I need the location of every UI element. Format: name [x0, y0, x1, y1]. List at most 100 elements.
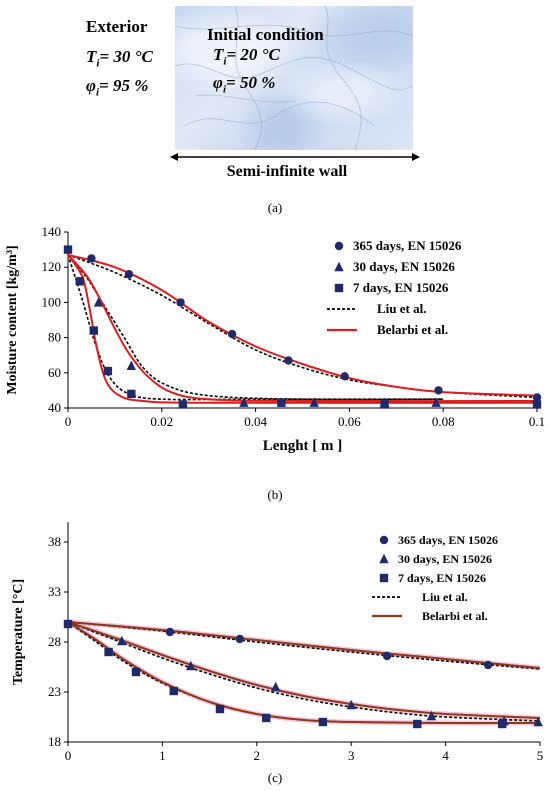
- cb-square-marker: [89, 326, 98, 335]
- cb-y-tick-label: 120: [42, 259, 62, 274]
- exterior-temp-subscript: i: [96, 57, 100, 70]
- initial-humidity: φi= 50 %: [213, 73, 275, 95]
- semi-infinite-wall-texture: [174, 5, 414, 151]
- cb-circle-marker: [87, 254, 96, 263]
- cb-circle-marker: [340, 372, 349, 381]
- cc-x-tick-label: 4: [442, 748, 449, 760]
- cb-circle-marker: [124, 270, 134, 279]
- cb-liu-curve-2: [67, 254, 444, 401]
- cc-x-tick-label: 3: [348, 748, 355, 760]
- cc-legend-square-swatch: [379, 573, 389, 583]
- temperature-chart: 1823283338012345Lenght [ m ]Temperature …: [11, 522, 544, 760]
- cc-y-tick-label: 18: [48, 734, 61, 749]
- exterior-title: Exterior: [86, 17, 148, 36]
- cc-square-marker: [262, 713, 271, 723]
- cb-circle-marker: [532, 393, 542, 402]
- cc-legend-label: 30 days, EN 15026: [398, 552, 492, 566]
- cc-triangle-marker: [426, 710, 437, 721]
- cc-legend-label: 365 days, EN 15026: [398, 533, 498, 547]
- cc-square-marker: [104, 647, 113, 657]
- cb-x-tick-label: 0.06: [338, 414, 361, 429]
- initial-hum-subscript: i: [222, 83, 227, 96]
- caption-c: (c): [267, 770, 283, 785]
- cb-legend-circle-swatch: [334, 241, 344, 251]
- cc-legend-label: Belarbi et al.: [422, 609, 488, 623]
- cc-legend-circle-swatch: [379, 535, 389, 545]
- exterior-temp-value: = 30 °C: [99, 47, 153, 66]
- cc-y-axis-label: Temperature [°C]: [11, 579, 26, 685]
- cc-square-marker: [169, 686, 178, 696]
- cc-triangle-marker: [270, 681, 281, 692]
- cc-circle-marker: [235, 634, 245, 644]
- cb-belarbi-curve-1: [67, 253, 538, 397]
- cb-x-tick-label: 0.08: [432, 414, 455, 429]
- cc-legend-triangle-swatch: [379, 553, 389, 564]
- cc-circle-marker: [382, 651, 392, 661]
- cc-square-marker: [318, 717, 328, 727]
- exterior-temperature: Ti= 30 °C: [86, 47, 153, 69]
- cc-x-tick-label: 5: [537, 748, 544, 760]
- cc-triangle-marker: [533, 716, 543, 727]
- cb-square-marker: [532, 400, 542, 409]
- cc-square-marker: [498, 719, 507, 729]
- cc-triangle-marker: [186, 660, 196, 671]
- cb-legend-label: Belarbi et al.: [377, 322, 448, 337]
- marble-veins: [174, 5, 414, 151]
- moisture-chart: 40 60 80 100 120 140 0 0.02 0.04 0.06 0.08 0.1 Lengh…: [5, 224, 545, 454]
- cc-square-marker: [63, 619, 73, 629]
- cb-circle-marker: [176, 298, 185, 307]
- caption-a: (a): [267, 200, 283, 215]
- exterior-humidity: φi= 95 %: [86, 76, 148, 98]
- cc-square-marker: [215, 704, 225, 714]
- cb-belarbi-curve-3: [67, 254, 538, 404]
- cb-x-tick-label: 0.02: [150, 414, 173, 429]
- cb-square-marker: [277, 398, 286, 407]
- cc-y-tick-label: 33: [48, 584, 61, 599]
- cc-x-tick-label: 1: [159, 748, 166, 760]
- cb-x-axis-label: Lenght [ m ]: [263, 438, 343, 454]
- exterior-hum-symbol: φ: [86, 76, 96, 95]
- exterior-hum-value: = 95 %: [99, 76, 149, 95]
- cb-square-marker: [75, 277, 84, 286]
- initial-hum-symbol: φ: [213, 73, 223, 92]
- wall-label: Semi-infinite wall: [226, 163, 348, 180]
- cb-legend-label: 30 days, EN 15026: [353, 259, 455, 274]
- cc-triangle-marker: [117, 635, 127, 646]
- cb-x-tick-label: 0: [65, 414, 72, 429]
- cb-square-marker: [127, 389, 136, 399]
- cc-circle-marker: [483, 660, 493, 670]
- initial-hum-value: = 50 %: [226, 73, 276, 92]
- cb-triangle-marker: [309, 397, 319, 407]
- wall-extent-arrow: [170, 153, 420, 161]
- cb-triangle-marker: [431, 397, 441, 407]
- cb-y-tick-label: 60: [48, 365, 61, 380]
- cb-belarbi-curve-2: [67, 254, 538, 403]
- cc-y-tick-label: 23: [48, 684, 61, 699]
- cc-liu-curve-2: [67, 621, 541, 722]
- cb-triangle-marker: [93, 297, 104, 307]
- cc-legend-label: 7 days, EN 15026: [398, 571, 486, 585]
- initial-temp-value: = 20 °C: [226, 45, 280, 64]
- cb-y-axis-label: Moisture content [kg/m³]: [5, 245, 20, 394]
- cb-legend-square-swatch: [334, 283, 344, 293]
- cb-square-marker: [63, 245, 73, 254]
- cb-circle-marker: [227, 329, 237, 339]
- cb-triangle-marker: [126, 360, 137, 370]
- initial-temp-symbol: T: [213, 45, 224, 64]
- cc-x-tick-label: 0: [65, 748, 72, 760]
- cb-square-marker: [380, 400, 389, 409]
- cb-x-tick-label: 0.1: [529, 414, 545, 429]
- cb-square-marker: [103, 366, 113, 376]
- cb-triangle-marker: [239, 397, 249, 407]
- cc-triangle-marker: [346, 699, 356, 710]
- cb-legend-triangle-swatch: [334, 261, 344, 272]
- cb-y-tick-label: 140: [42, 224, 62, 239]
- cb-x-tick-label: 0.04: [244, 414, 267, 429]
- cc-circle-marker: [165, 627, 175, 637]
- cb-circle-marker: [434, 386, 443, 395]
- cc-belarbi-curve-1: [67, 621, 541, 669]
- cc-legend-label: Liu et al.: [422, 590, 468, 604]
- cc-liu-curve-1: [67, 621, 541, 670]
- cc-square-marker: [131, 667, 141, 677]
- cc-y-tick-label: 28: [48, 634, 61, 649]
